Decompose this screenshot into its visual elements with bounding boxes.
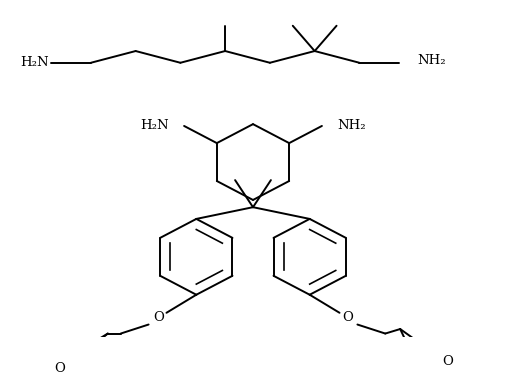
Text: H₂N: H₂N [20, 56, 48, 69]
Text: NH₂: NH₂ [416, 54, 445, 67]
Text: O: O [341, 311, 352, 324]
Text: O: O [55, 362, 65, 372]
Text: H₂N: H₂N [140, 119, 168, 132]
Text: NH₂: NH₂ [337, 119, 365, 132]
Text: O: O [153, 311, 164, 324]
Text: O: O [441, 355, 452, 368]
